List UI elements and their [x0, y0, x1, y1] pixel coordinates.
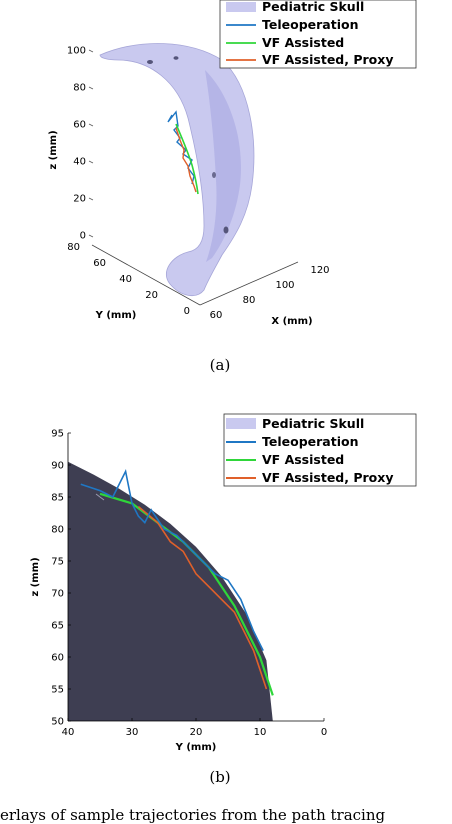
a-y-tick-label: 20: [145, 290, 158, 301]
a-z-tick-mark: [88, 160, 94, 164]
a-x-axis-label: X (mm): [271, 316, 312, 327]
a-y-ticks: 80 60 40 20 0: [67, 242, 190, 317]
a-z-tick-mark: [88, 86, 94, 90]
b-y-tick-label: 70: [51, 589, 64, 600]
a-z-ticks: 100 80 60 40 20 0: [67, 46, 94, 242]
b-x-ticks: 40 30 20 10 0: [62, 718, 327, 738]
a-y-tick-label: 0: [184, 306, 190, 317]
a-z-tick-mark: [88, 197, 94, 201]
legend-a: Pediatric Skull Teleoperation VF Assiste…: [219, 0, 417, 69]
a-x-tick-label: 120: [310, 265, 329, 276]
b-x-tick-label: 20: [190, 727, 203, 738]
legend-a-vf-label: VF Assisted: [262, 35, 344, 50]
skull-surface-2d: [68, 461, 273, 721]
skull-edge-mark: [95, 493, 105, 501]
skull-hole: [147, 60, 153, 64]
legend-a-skull-swatch: [226, 2, 256, 12]
b-x-tick-label: 30: [126, 727, 139, 738]
a-y-axis-label: Y (mm): [95, 310, 137, 321]
a-y-tick-label: 60: [93, 258, 106, 269]
b-x-tick-label: 10: [254, 727, 267, 738]
b-y-ticks: 95 90 85 80 75 70 65 60 55 50: [51, 429, 71, 728]
a-x-tick-label: 100: [275, 280, 294, 291]
vf-proxy-3d-line: [175, 127, 197, 193]
b-y-axis-label: z (mm): [30, 557, 41, 596]
b-y-tick-label: 75: [51, 557, 64, 568]
b-y-tick-label: 90: [51, 461, 64, 472]
legend-a-teleop-label: Teleoperation: [262, 17, 358, 32]
legend-a-skull-label: Pediatric Skull: [262, 0, 364, 14]
b-y-tick-label: 55: [51, 685, 64, 696]
skull-hole: [173, 56, 179, 60]
a-z-axis-label: z (mm): [48, 130, 59, 169]
legend-b: Pediatric Skull Teleoperation VF Assiste…: [223, 413, 417, 487]
a-x-tick-label: 80: [243, 295, 256, 306]
a-x-tick-label: 60: [210, 310, 223, 321]
legend-b-skull-swatch: [226, 418, 256, 429]
a-z-tick-mark: [88, 234, 94, 238]
a-y-tick-label: 80: [67, 242, 80, 253]
b-y-tick-label: 85: [51, 493, 64, 504]
legend-b-proxy-label: VF Assisted, Proxy: [262, 470, 393, 485]
a-z-tick-label: 100: [67, 46, 86, 57]
b-y-tick-label: 50: [51, 717, 64, 728]
panel-b: 95 90 85 80 75 70 65 60 55 50 40 30 20 10 0 z (mm) Y …: [30, 413, 417, 786]
legend-b-skull-label: Pediatric Skull: [262, 416, 364, 431]
b-x-tick-label: 40: [62, 727, 75, 738]
bottom-caption-text: erlays of sample trajectories from the p…: [0, 806, 386, 824]
skull-hole: [223, 226, 229, 234]
b-y-tick-label: 80: [51, 525, 64, 536]
a-y-tick-label: 40: [119, 274, 132, 285]
a-z-tick-label: 80: [73, 83, 86, 94]
b-y-tick-label: 65: [51, 621, 64, 632]
a-z-tick-label: 60: [73, 120, 86, 131]
a-z-tick-label: 20: [73, 194, 86, 205]
a-z-tick-mark: [88, 49, 94, 53]
vf-proxy-line: [137, 505, 268, 690]
b-x-tick-label: 0: [321, 727, 327, 738]
a-y-axis-line: [91, 244, 201, 306]
skull-shade-3d: [205, 70, 241, 262]
a-z-tick-label: 40: [73, 157, 86, 168]
teleoperation-line: [80, 468, 264, 651]
caption-a: (a): [210, 356, 231, 374]
b-y-tick-label: 95: [51, 429, 64, 440]
b-x-axis-label: Y (mm): [175, 742, 217, 753]
a-z-tick-label: 0: [80, 231, 86, 242]
a-z-tick-mark: [88, 123, 94, 127]
legend-b-vf-label: VF Assisted: [262, 452, 344, 467]
a-x-ticks: 60 80 100 120: [210, 265, 330, 321]
b-series-group: [80, 468, 274, 696]
legend-a-proxy-label: VF Assisted, Proxy: [262, 52, 393, 67]
b-y-tick-label: 60: [51, 653, 64, 664]
vf-assisted-3d-line: [175, 123, 199, 195]
legend-b-teleop-label: Teleoperation: [262, 434, 358, 449]
caption-b: (b): [209, 768, 230, 786]
skull-hole: [212, 172, 216, 178]
a-x-axis-line: [199, 261, 299, 306]
